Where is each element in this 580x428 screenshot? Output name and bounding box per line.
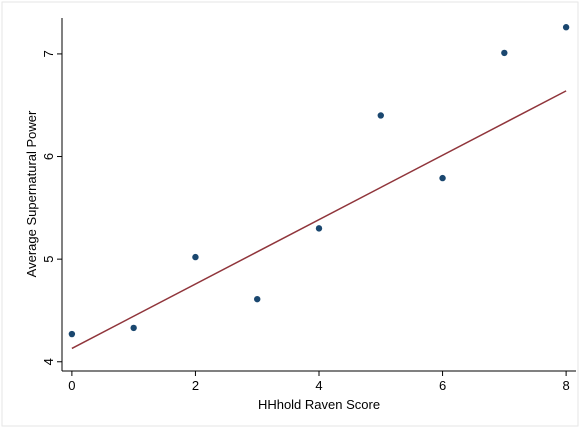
- y-tick-label: 5: [41, 256, 56, 263]
- y-axis-label: Average Supernatural Power: [24, 110, 39, 277]
- point: [130, 324, 137, 332]
- x-axis-label: HHhold Raven Score: [258, 397, 380, 412]
- point: [501, 49, 508, 57]
- point: [439, 174, 446, 182]
- x-tick-label: 8: [562, 378, 569, 393]
- point: [68, 330, 76, 338]
- x-tick-label: 2: [192, 378, 199, 393]
- point: [315, 225, 323, 232]
- point: [562, 24, 570, 31]
- y-tick-label: 6: [41, 153, 56, 160]
- y-tick-label: 4: [41, 358, 56, 365]
- point: [192, 253, 199, 261]
- x-tick-label: 0: [68, 378, 75, 393]
- x-tick-label: 4: [315, 378, 322, 393]
- point: [254, 295, 261, 303]
- x-tick-label: 6: [439, 378, 446, 393]
- plot-area: [62, 18, 576, 371]
- point: [377, 112, 384, 119]
- y-tick-label: 7: [41, 50, 56, 57]
- fit-line: [71, 90, 567, 350]
